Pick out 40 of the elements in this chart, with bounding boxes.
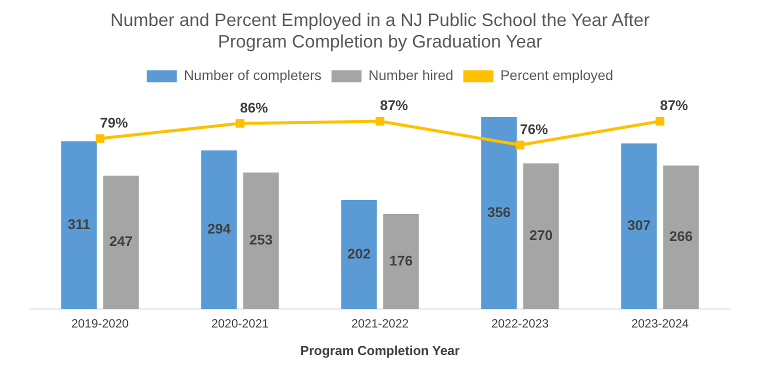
legend-label: Number of completers xyxy=(184,67,322,84)
data-label: 356 xyxy=(487,204,511,220)
data-label: 87% xyxy=(660,97,689,114)
bar xyxy=(663,165,699,309)
bar xyxy=(341,200,377,309)
point xyxy=(96,134,104,143)
point xyxy=(516,140,524,150)
point xyxy=(376,116,384,126)
x-tick-label: 2020-2021 xyxy=(211,316,270,331)
data-label: 79% xyxy=(100,114,129,130)
data-label: 202 xyxy=(347,245,371,262)
data-label: 253 xyxy=(249,232,273,248)
data-label: 176 xyxy=(389,252,413,268)
bar xyxy=(103,176,139,309)
x-tick-label: 2023-2024 xyxy=(631,316,690,331)
bar xyxy=(481,116,517,309)
chart-title: Number and Percent Employed in a NJ Public School the Year After Program Completion by Graduation Year xyxy=(110,10,650,52)
point xyxy=(236,119,244,128)
x-axis-title: Program Completion Year xyxy=(300,342,460,358)
data-label: 270 xyxy=(529,227,553,244)
bar xyxy=(201,150,237,309)
legend-label: Number hired xyxy=(368,67,454,84)
data-label: 87% xyxy=(380,97,409,114)
data-label: 311 xyxy=(68,216,91,232)
bar xyxy=(523,163,559,309)
point xyxy=(656,116,664,126)
legend-label: Percent employed xyxy=(500,67,614,84)
data-label: 266 xyxy=(669,228,693,244)
bar xyxy=(383,214,419,309)
x-tick-label: 2021-2022 xyxy=(351,316,410,331)
x-tick-label: 2022-2023 xyxy=(491,316,550,331)
data-label: 247 xyxy=(109,233,133,250)
bar xyxy=(243,172,279,309)
bar xyxy=(621,143,657,309)
bar xyxy=(61,141,97,309)
data-label: 294 xyxy=(207,220,231,237)
data-label: 76% xyxy=(520,120,549,137)
data-label: 307 xyxy=(627,217,651,234)
data-label: 86% xyxy=(240,99,269,116)
x-tick-label: 2019-2020 xyxy=(71,316,130,331)
